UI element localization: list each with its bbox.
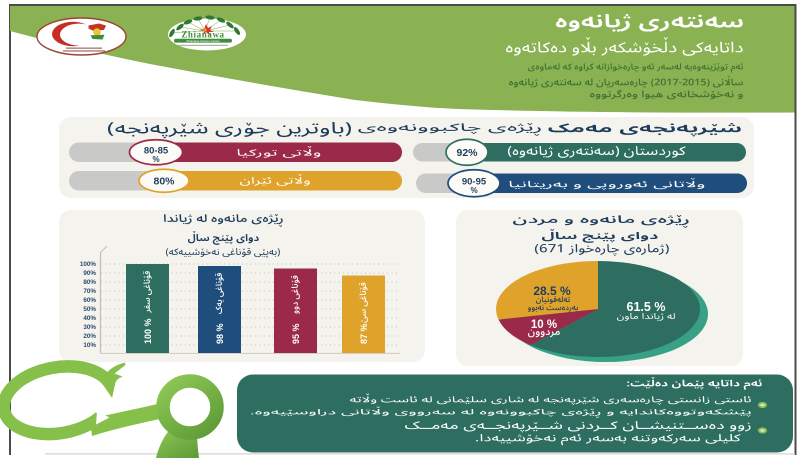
- svg-text:80%: 80%: [153, 176, 175, 188]
- svg-text:100 %: 100 %: [143, 318, 153, 344]
- svg-text:80-85: 80-85: [144, 145, 169, 156]
- svg-text:Zhianawa Cancer Center: Zhianawa Cancer Center: [186, 39, 219, 43]
- svg-text:Zhianawa: Zhianawa: [181, 30, 224, 40]
- svg-text:61.5 %: 61.5 %: [627, 300, 666, 314]
- svg-text:92%: 92%: [456, 147, 478, 159]
- svg-text:87 %: 87 %: [359, 323, 369, 344]
- svg-text:%: %: [152, 155, 159, 164]
- svg-text:70%: 70%: [83, 288, 96, 295]
- svg-text:30%: 30%: [83, 324, 96, 331]
- svg-text:%: %: [470, 186, 477, 195]
- svg-text:100%: 100%: [80, 261, 97, 268]
- svg-text:10%: 10%: [83, 342, 96, 349]
- svg-text:98 %: 98 %: [215, 323, 225, 344]
- svg-text:28.5 %: 28.5 %: [533, 284, 571, 298]
- svg-text:90-95: 90-95: [462, 176, 487, 187]
- svg-text:50%: 50%: [83, 306, 96, 313]
- svg-text:20%: 20%: [83, 333, 96, 340]
- svg-text:80%: 80%: [83, 279, 96, 286]
- svg-text:90%: 90%: [83, 270, 96, 277]
- svg-text:60%: 60%: [83, 297, 96, 304]
- svg-text:40%: 40%: [83, 315, 96, 322]
- svg-text:10 %: 10 %: [531, 319, 557, 331]
- svg-text:95 %: 95 %: [291, 323, 301, 344]
